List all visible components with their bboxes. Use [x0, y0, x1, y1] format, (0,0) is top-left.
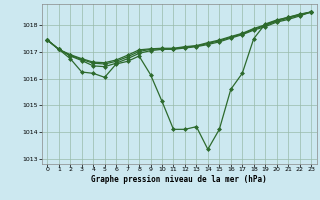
X-axis label: Graphe pression niveau de la mer (hPa): Graphe pression niveau de la mer (hPa) — [91, 175, 267, 184]
